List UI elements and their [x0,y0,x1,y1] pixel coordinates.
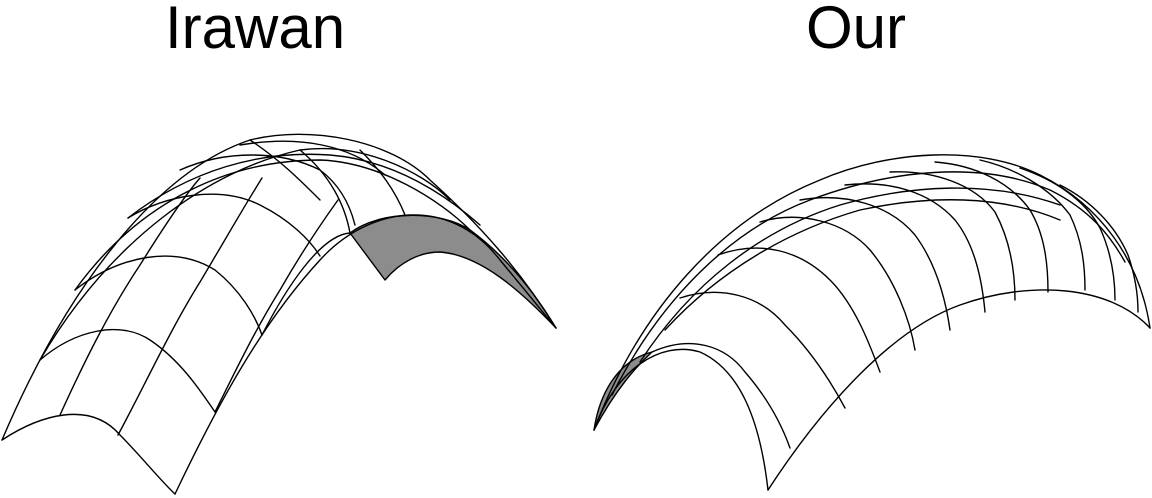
our-grid-line [799,197,951,331]
our-grid-line [611,171,1126,396]
our-highlight-patch [593,351,653,431]
our-grid-line [664,199,1061,331]
irawan-grid-line [239,140,386,176]
irawan-grid-line [74,159,471,291]
irawan-grid-line [127,193,321,257]
irawan-grid-line [39,328,216,413]
panel-title-our: Our [806,0,907,61]
irawan-grid-line [261,232,351,336]
our-grid-line [1019,167,1116,301]
irawan-grid-line [117,177,263,436]
our-grid-line [759,216,916,351]
irawan-grid-line [214,199,339,413]
irawan-surface [1,133,557,495]
our-bottom-edge [767,289,1151,491]
our-grid-line [889,171,1016,301]
irawan-grid-line [127,153,481,226]
our-grid-line [679,291,846,409]
irawan-grid-line [299,149,351,234]
irawan-grid-line [359,149,406,216]
irawan-back-edge [1,133,557,441]
our-grid-line [1059,184,1139,313]
irawan-grid-line [59,177,201,416]
our-back-edge [593,154,1151,431]
our-grid-line [979,159,1086,291]
our-grid-line [844,183,986,313]
irawan-grid-line [179,154,356,226]
irawan-highlight-patch [349,214,557,329]
our-grid-line [934,161,1049,293]
irawan-front-edge [1,413,176,495]
our-surface [593,154,1151,491]
irawan-grid-line [249,139,321,201]
our-grid-line [651,342,791,449]
irawan-bottom-edge [174,214,557,495]
irawan-grid-line [74,255,263,336]
our-grid-line [717,247,881,373]
our-front-edge [593,348,769,491]
our-grid-line [639,187,1061,363]
panel-title-irawan: Irawan [165,0,346,61]
